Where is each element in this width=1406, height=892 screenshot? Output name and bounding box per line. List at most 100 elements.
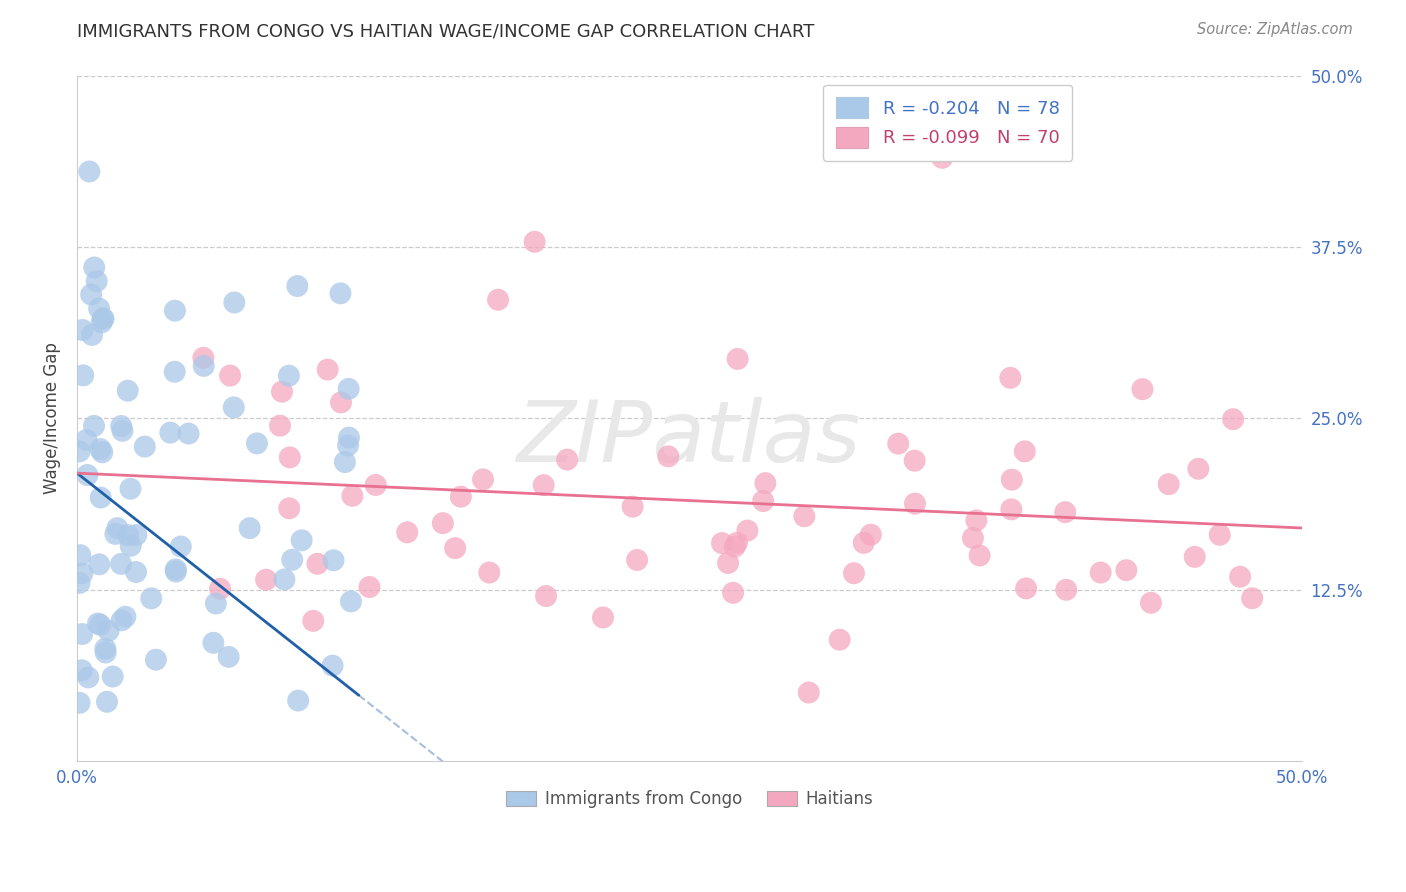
- Point: [1140, 596, 1163, 610]
- Point: [91, 311, 114, 326]
- Point: [120, 482, 142, 496]
- Point: [904, 497, 927, 511]
- Point: [1054, 505, 1077, 519]
- Point: [114, 609, 136, 624]
- Point: [271, 384, 294, 399]
- Point: [72, 323, 94, 337]
- Point: [1014, 444, 1036, 458]
- Point: [110, 419, 132, 434]
- Point: [273, 573, 295, 587]
- Point: [94, 646, 117, 660]
- Point: [359, 580, 381, 594]
- Point: [278, 450, 301, 465]
- Point: [69, 444, 91, 458]
- Point: [322, 553, 344, 567]
- Point: [444, 541, 467, 555]
- Point: [254, 573, 277, 587]
- Point: [79, 164, 101, 178]
- Point: [209, 582, 232, 596]
- Point: [117, 528, 139, 542]
- Point: [105, 521, 128, 535]
- Point: [1187, 462, 1209, 476]
- Point: [626, 553, 648, 567]
- Point: [1184, 549, 1206, 564]
- Point: [120, 539, 142, 553]
- Point: [101, 669, 124, 683]
- Point: [239, 521, 262, 535]
- Point: [202, 636, 225, 650]
- Point: [177, 426, 200, 441]
- Point: [72, 368, 94, 383]
- Point: [170, 540, 193, 554]
- Point: [340, 594, 363, 608]
- Text: Source: ZipAtlas.com: Source: ZipAtlas.com: [1197, 22, 1353, 37]
- Point: [87, 616, 110, 631]
- Point: [90, 491, 112, 505]
- Point: [89, 442, 111, 456]
- Point: [77, 670, 100, 684]
- Point: [621, 500, 644, 514]
- Point: [486, 293, 509, 307]
- Point: [278, 501, 301, 516]
- Point: [281, 553, 304, 567]
- Point: [224, 295, 246, 310]
- Point: [316, 362, 339, 376]
- Point: [337, 438, 360, 452]
- Point: [396, 525, 419, 540]
- Point: [96, 695, 118, 709]
- Point: [1090, 566, 1112, 580]
- Point: [165, 565, 187, 579]
- Point: [534, 589, 557, 603]
- Point: [752, 494, 775, 508]
- Point: [555, 452, 578, 467]
- Point: [1000, 371, 1022, 385]
- Point: [721, 586, 744, 600]
- Point: [307, 557, 329, 571]
- Point: [69, 575, 91, 590]
- Point: [72, 566, 94, 581]
- Point: [205, 597, 228, 611]
- Point: [842, 566, 865, 581]
- Point: [246, 436, 269, 450]
- Point: [1000, 502, 1022, 516]
- Point: [70, 627, 93, 641]
- Point: [364, 478, 387, 492]
- Point: [111, 613, 134, 627]
- Point: [859, 527, 882, 541]
- Point: [1015, 582, 1038, 596]
- Text: ZIPatlas: ZIPatlas: [517, 397, 862, 481]
- Point: [89, 558, 111, 572]
- Point: [727, 351, 749, 366]
- Point: [218, 649, 240, 664]
- Point: [110, 557, 132, 571]
- Point: [291, 533, 314, 548]
- Point: [287, 693, 309, 707]
- Point: [1229, 570, 1251, 584]
- Point: [125, 565, 148, 579]
- Point: [1115, 563, 1137, 577]
- Point: [737, 524, 759, 538]
- Point: [450, 490, 472, 504]
- Point: [887, 436, 910, 450]
- Point: [478, 566, 501, 580]
- Point: [193, 359, 215, 373]
- Point: [269, 418, 291, 433]
- Point: [97, 624, 120, 638]
- Point: [193, 351, 215, 365]
- Text: IMMIGRANTS FROM CONGO VS HAITIAN WAGE/INCOME GAP CORRELATION CHART: IMMIGRANTS FROM CONGO VS HAITIAN WAGE/IN…: [77, 22, 814, 40]
- Point: [141, 591, 163, 606]
- Point: [83, 260, 105, 275]
- Point: [165, 562, 187, 576]
- Point: [717, 556, 740, 570]
- Point: [159, 425, 181, 440]
- Point: [222, 401, 245, 415]
- Point: [89, 301, 111, 316]
- Point: [342, 489, 364, 503]
- Point: [337, 382, 360, 396]
- Point: [793, 509, 815, 524]
- Point: [657, 450, 679, 464]
- Point: [1222, 412, 1244, 426]
- Point: [1209, 528, 1232, 542]
- Point: [965, 513, 987, 527]
- Legend: Immigrants from Congo, Haitians: Immigrants from Congo, Haitians: [499, 783, 880, 814]
